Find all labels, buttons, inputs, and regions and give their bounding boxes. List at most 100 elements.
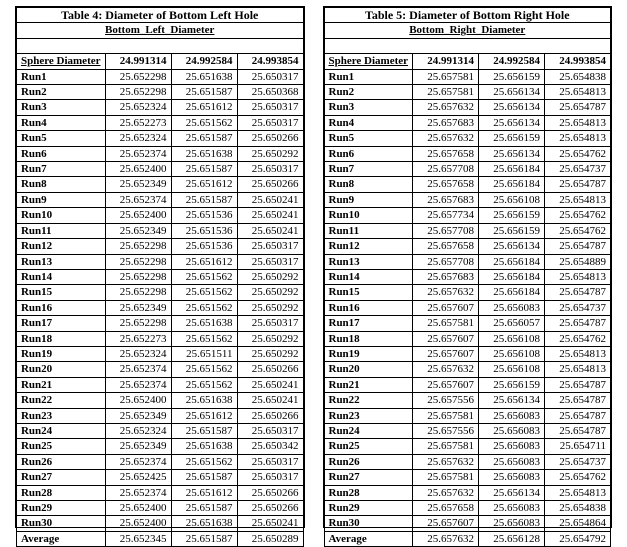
table-row: Run2925.65765825.65608325.654838 xyxy=(324,501,611,516)
run-label: Run2 xyxy=(16,85,105,100)
run-label: Run12 xyxy=(324,239,413,254)
cell-27-1: 25.651612 xyxy=(171,485,237,500)
cell-18-0: 25.657607 xyxy=(413,346,479,361)
table-row: Run925.65237425.65158725.650241 xyxy=(16,192,303,207)
cell-7-0: 25.657658 xyxy=(413,177,479,192)
cell-26-2: 25.650317 xyxy=(237,470,303,485)
table-row: Run825.65234925.65161225.650266 xyxy=(16,177,303,192)
cell-1-1: 25.651587 xyxy=(171,85,237,100)
cell-0-1: 25.656159 xyxy=(479,69,545,84)
cell-8-2: 25.650241 xyxy=(237,192,303,207)
table-title: Table 5: Diameter of Bottom Right Hole xyxy=(324,8,611,23)
run-label: Run29 xyxy=(16,501,105,516)
table-row: Run2125.65237425.65156225.650241 xyxy=(16,377,303,392)
cell-16-0: 25.657581 xyxy=(413,316,479,331)
cell-2-2: 25.650317 xyxy=(237,100,303,115)
cell-20-1: 25.656159 xyxy=(479,377,545,392)
cell-24-0: 25.657581 xyxy=(413,439,479,454)
cell-27-1: 25.656134 xyxy=(479,485,545,500)
run-label: Run4 xyxy=(324,115,413,130)
run-label: Run6 xyxy=(324,146,413,161)
cell-18-1: 25.651511 xyxy=(171,346,237,361)
table-row: Run325.65763225.65613425.654787 xyxy=(324,100,611,115)
cell-29-2: 25.654864 xyxy=(545,516,611,531)
cell-21-0: 25.657556 xyxy=(413,393,479,408)
table-row: Run1525.65229825.65156225.650292 xyxy=(16,285,303,300)
cell-2-1: 25.651612 xyxy=(171,100,237,115)
cell-18-2: 25.654813 xyxy=(545,346,611,361)
cell-17-1: 25.656108 xyxy=(479,331,545,346)
cell-20-2: 25.650241 xyxy=(237,377,303,392)
cell-1-2: 25.654813 xyxy=(545,85,611,100)
cell-21-2: 25.654787 xyxy=(545,393,611,408)
cell-5-1: 25.651638 xyxy=(171,146,237,161)
table-row: Run2825.65763225.65613425.654813 xyxy=(324,485,611,500)
table-4-container: Table 4: Diameter of Bottom Left HoleBot… xyxy=(15,6,305,528)
cell-22-2: 25.654787 xyxy=(545,408,611,423)
cell-27-0: 25.652374 xyxy=(105,485,171,500)
cell-1-1: 25.656134 xyxy=(479,85,545,100)
cell-3-2: 25.654813 xyxy=(545,115,611,130)
cell-1-0: 25.652298 xyxy=(105,85,171,100)
cell-26-1: 25.656083 xyxy=(479,470,545,485)
cell-11-1: 25.651536 xyxy=(171,239,237,254)
cell-29-0: 25.657607 xyxy=(413,516,479,531)
cell-15-2: 25.650292 xyxy=(237,300,303,315)
run-label: Run25 xyxy=(16,439,105,454)
table-row: Run1325.65229825.65161225.650317 xyxy=(16,254,303,269)
cell-0-0: 25.652298 xyxy=(105,69,171,84)
cell-20-0: 25.652374 xyxy=(105,377,171,392)
cell-25-0: 25.657632 xyxy=(413,454,479,469)
run-label: Run2 xyxy=(324,85,413,100)
run-label: Run7 xyxy=(16,162,105,177)
run-label: Run7 xyxy=(324,162,413,177)
cell-19-2: 25.650266 xyxy=(237,362,303,377)
run-label: Run26 xyxy=(324,454,413,469)
cell-10-0: 25.652349 xyxy=(105,223,171,238)
cell-16-1: 25.656057 xyxy=(479,316,545,331)
cell-3-1: 25.656134 xyxy=(479,115,545,130)
cell-0-0: 25.657581 xyxy=(413,69,479,84)
table-row: Run225.65758125.65613425.654813 xyxy=(324,85,611,100)
table-5: Table 5: Diameter of Bottom Right HoleBo… xyxy=(324,7,612,547)
table-row: Run2025.65237425.65156225.650266 xyxy=(16,362,303,377)
run-label: Run15 xyxy=(324,285,413,300)
cell-28-1: 25.651587 xyxy=(171,501,237,516)
cell-13-0: 25.652298 xyxy=(105,269,171,284)
run-label: Run23 xyxy=(324,408,413,423)
cell-12-0: 25.652298 xyxy=(105,254,171,269)
col-header-2: 24.993854 xyxy=(237,54,303,69)
run-label: Run13 xyxy=(324,254,413,269)
table-row: Run3025.65240025.65163825.650241 xyxy=(16,516,303,531)
cell-4-1: 25.651587 xyxy=(171,131,237,146)
col-header-1: 24.992584 xyxy=(479,54,545,69)
cell-14-0: 25.657632 xyxy=(413,285,479,300)
table-title-row: Table 4: Diameter of Bottom Left Hole xyxy=(16,8,303,23)
cell-14-2: 25.650292 xyxy=(237,285,303,300)
cell-20-0: 25.657607 xyxy=(413,377,479,392)
sphere-diameter-label: Sphere Diameter xyxy=(324,54,413,69)
run-label: Run18 xyxy=(16,331,105,346)
run-label: Run13 xyxy=(16,254,105,269)
run-label: Run9 xyxy=(324,192,413,207)
table-subtitle: Bottom_Left_Diameter xyxy=(16,23,303,38)
col-header-1: 24.992584 xyxy=(171,54,237,69)
table-row: Run2025.65763225.65610825.654813 xyxy=(324,362,611,377)
cell-7-1: 25.656184 xyxy=(479,177,545,192)
cell-7-2: 25.650266 xyxy=(237,177,303,192)
table-row: Run1325.65770825.65618425.654889 xyxy=(324,254,611,269)
run-label: Run19 xyxy=(324,346,413,361)
run-label: Run4 xyxy=(16,115,105,130)
cell-24-1: 25.656083 xyxy=(479,439,545,454)
cell-29-2: 25.650241 xyxy=(237,516,303,531)
table-row: Run425.65227325.65156225.650317 xyxy=(16,115,303,130)
table-row: Run125.65758125.65615925.654838 xyxy=(324,69,611,84)
cell-23-2: 25.654787 xyxy=(545,423,611,438)
cell-26-0: 25.652425 xyxy=(105,470,171,485)
cell-3-0: 25.657683 xyxy=(413,115,479,130)
cell-7-0: 25.652349 xyxy=(105,177,171,192)
run-label: Run19 xyxy=(16,346,105,361)
table-row: Run925.65768325.65610825.654813 xyxy=(324,192,611,207)
cell-9-1: 25.656159 xyxy=(479,208,545,223)
table-row: Run2325.65758125.65608325.654787 xyxy=(324,408,611,423)
